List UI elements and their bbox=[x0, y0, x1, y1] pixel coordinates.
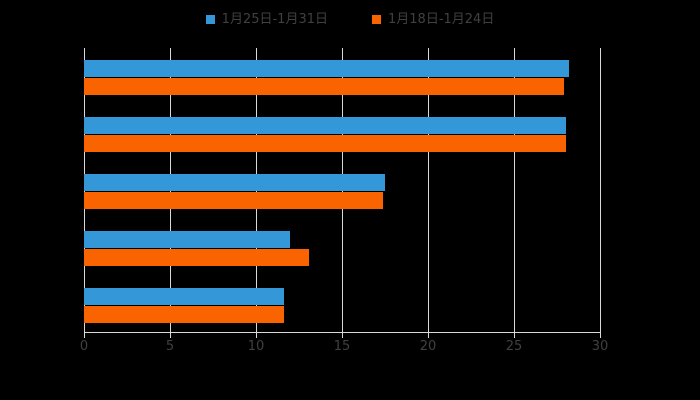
legend-item-label: 1月25日-1月31日 bbox=[221, 11, 328, 27]
x-axis-tick-label: 20 bbox=[419, 339, 437, 354]
x-axis-tick-mark bbox=[170, 333, 171, 338]
bar-group bbox=[84, 58, 600, 95]
x-axis-tick-label: 25 bbox=[505, 339, 523, 354]
bar-group bbox=[84, 172, 600, 209]
bar[interactable] bbox=[84, 78, 564, 95]
x-axis-tick-label: 5 bbox=[165, 339, 175, 354]
bar-group bbox=[84, 115, 600, 152]
legend-item[interactable]: 1月18日-1月24日 bbox=[372, 13, 494, 26]
bar[interactable] bbox=[84, 231, 291, 248]
x-axis-tick-mark bbox=[514, 333, 515, 338]
bar-group bbox=[84, 229, 600, 266]
legend-item[interactable]: 1月25日-1月31日 bbox=[205, 11, 328, 27]
gridline bbox=[600, 48, 601, 333]
bar[interactable] bbox=[84, 306, 284, 323]
x-axis-tick-label: 0 bbox=[79, 339, 89, 354]
gridline bbox=[428, 48, 429, 333]
x-axis-tick-mark bbox=[600, 333, 601, 338]
bar[interactable] bbox=[84, 192, 384, 209]
x-axis-tick-mark bbox=[428, 333, 429, 338]
x-axis-tick-mark bbox=[256, 333, 257, 338]
x-axis-tick-label: 10 bbox=[247, 339, 265, 354]
bar[interactable] bbox=[84, 60, 570, 77]
x-axis-tick-label: 30 bbox=[591, 339, 609, 354]
legend-swatch-icon bbox=[205, 14, 215, 24]
bar[interactable] bbox=[84, 135, 566, 152]
x-axis-tick-mark bbox=[342, 333, 343, 338]
legend-swatch-icon bbox=[372, 14, 381, 24]
bar[interactable] bbox=[84, 249, 310, 266]
bar[interactable] bbox=[84, 117, 566, 134]
bar[interactable] bbox=[84, 174, 385, 191]
x-axis-tick-label: 15 bbox=[333, 339, 351, 354]
gridline bbox=[514, 48, 515, 333]
legend-item-label: 1月18日-1月24日 bbox=[388, 11, 495, 27]
bar[interactable] bbox=[84, 288, 284, 305]
chart-legend: 1月25日-1月31日 1月18日-1月24日 bbox=[0, 8, 700, 30]
x-axis-tick-mark bbox=[84, 333, 85, 338]
bar-group bbox=[84, 286, 600, 323]
